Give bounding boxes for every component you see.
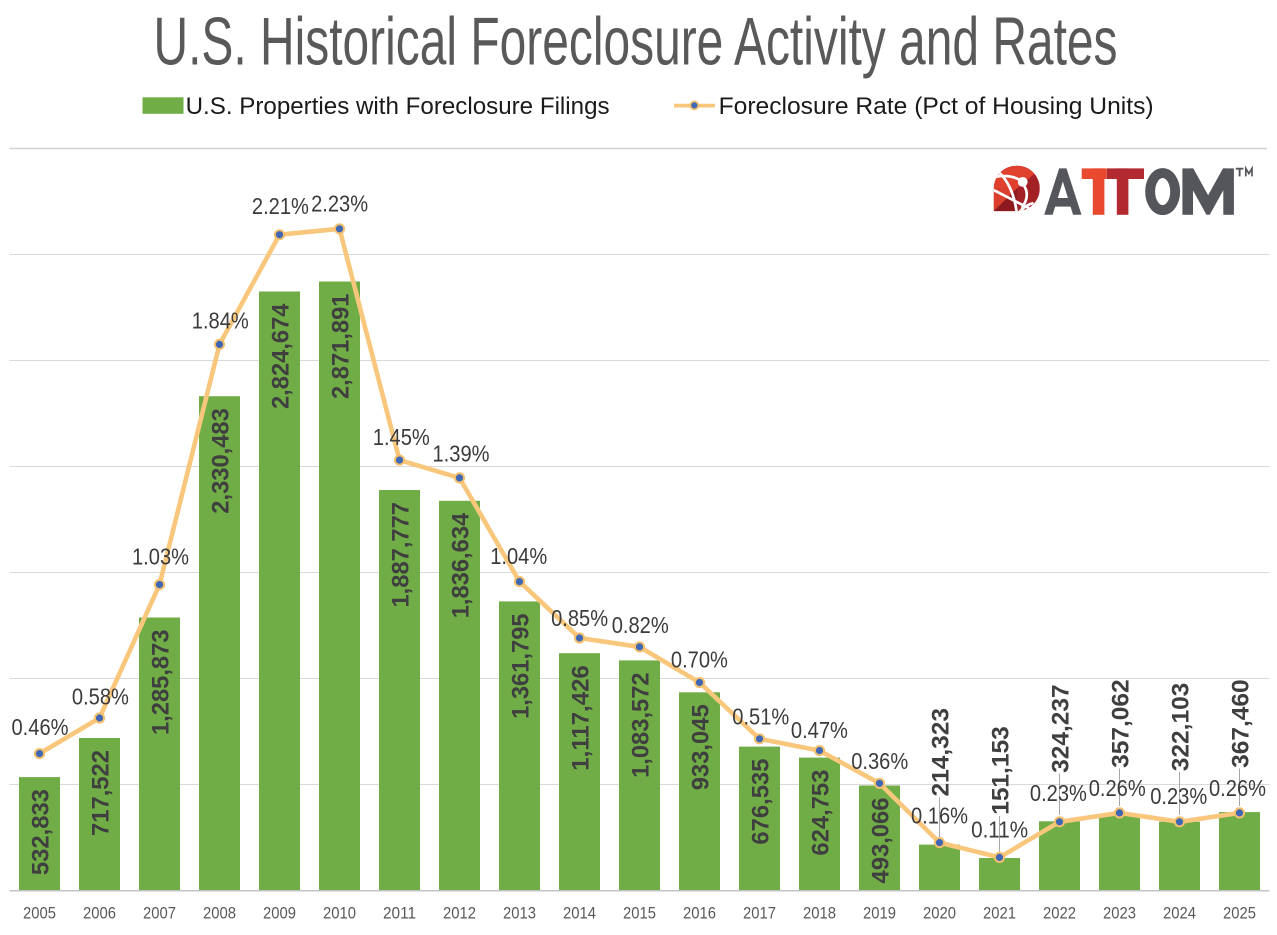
svg-text:1,887,777: 1,887,777 — [387, 502, 414, 608]
svg-text:Foreclosure Rate (Pct of Housi: Foreclosure Rate (Pct of Housing Units) — [719, 93, 1154, 120]
svg-text:2012: 2012 — [443, 904, 476, 923]
svg-text:1,836,634: 1,836,634 — [447, 512, 474, 618]
svg-text:0.11%: 0.11% — [971, 817, 1028, 843]
svg-text:2013: 2013 — [503, 904, 536, 923]
svg-text:1.84%: 1.84% — [192, 308, 249, 334]
svg-text:U.S. Historical Foreclosure Ac: U.S. Historical Foreclosure Activity and… — [154, 3, 1118, 79]
svg-text:2010: 2010 — [323, 904, 356, 923]
svg-text:0.36%: 0.36% — [851, 748, 908, 774]
svg-text:2024: 2024 — [1163, 904, 1196, 923]
svg-text:U.S. Properties with Foreclosu: U.S. Properties with Foreclosure Filings — [186, 93, 610, 120]
svg-text:151,153: 151,153 — [987, 726, 1014, 815]
svg-text:2,871,891: 2,871,891 — [327, 294, 354, 400]
svg-text:2023: 2023 — [1103, 904, 1136, 923]
svg-text:2008: 2008 — [203, 904, 236, 923]
svg-text:357,062: 357,062 — [1107, 679, 1134, 768]
svg-text:532,833: 532,833 — [27, 789, 54, 875]
svg-text:493,066: 493,066 — [867, 798, 894, 884]
svg-text:2018: 2018 — [803, 904, 836, 923]
svg-text:2005: 2005 — [23, 904, 56, 923]
svg-text:1,117,426: 1,117,426 — [567, 665, 594, 771]
svg-text:0.85%: 0.85% — [551, 605, 608, 631]
svg-text:0.46%: 0.46% — [12, 714, 69, 740]
svg-text:2019: 2019 — [863, 904, 896, 923]
svg-text:1.39%: 1.39% — [433, 441, 490, 467]
svg-text:0.26%: 0.26% — [1089, 775, 1146, 801]
svg-text:0.51%: 0.51% — [732, 703, 789, 729]
svg-text:322,103: 322,103 — [1167, 683, 1194, 772]
svg-text:0.23%: 0.23% — [1030, 780, 1087, 806]
svg-text:2016: 2016 — [683, 904, 716, 923]
svg-text:2009: 2009 — [263, 904, 296, 923]
svg-text:933,045: 933,045 — [687, 704, 714, 790]
svg-text:0.58%: 0.58% — [72, 683, 129, 709]
svg-text:2,824,674: 2,824,674 — [267, 303, 294, 409]
svg-text:0.26%: 0.26% — [1209, 775, 1266, 801]
svg-text:2014: 2014 — [563, 904, 596, 923]
svg-text:676,535: 676,535 — [747, 759, 774, 845]
svg-text:0.82%: 0.82% — [612, 612, 669, 638]
svg-text:2025: 2025 — [1223, 904, 1256, 923]
svg-text:1.03%: 1.03% — [132, 544, 189, 570]
svg-text:2.23%: 2.23% — [311, 190, 368, 216]
svg-text:2,330,483: 2,330,483 — [207, 408, 234, 514]
svg-text:2.21%: 2.21% — [252, 193, 309, 219]
svg-text:1,083,572: 1,083,572 — [627, 672, 654, 778]
svg-text:367,460: 367,460 — [1227, 679, 1254, 768]
svg-text:1,361,795: 1,361,795 — [507, 613, 534, 719]
svg-text:2020: 2020 — [923, 904, 956, 923]
svg-text:2022: 2022 — [1043, 904, 1076, 923]
svg-text:624,753: 624,753 — [807, 770, 834, 856]
svg-text:717,522: 717,522 — [87, 750, 114, 836]
svg-text:0.47%: 0.47% — [791, 717, 848, 743]
svg-text:2006: 2006 — [83, 904, 116, 923]
svg-text:1.04%: 1.04% — [490, 543, 547, 569]
svg-text:214,323: 214,323 — [927, 708, 954, 797]
svg-text:2021: 2021 — [983, 904, 1016, 923]
svg-text:2017: 2017 — [743, 904, 776, 923]
svg-text:324,237: 324,237 — [1047, 684, 1074, 773]
svg-text:1,285,873: 1,285,873 — [147, 630, 174, 736]
svg-text:0.16%: 0.16% — [911, 803, 968, 829]
svg-text:2011: 2011 — [383, 904, 416, 923]
svg-text:2015: 2015 — [623, 904, 656, 923]
svg-text:2007: 2007 — [143, 904, 176, 923]
svg-text:0.70%: 0.70% — [671, 646, 728, 672]
svg-text:0.23%: 0.23% — [1150, 783, 1207, 809]
svg-text:1.45%: 1.45% — [373, 424, 430, 450]
